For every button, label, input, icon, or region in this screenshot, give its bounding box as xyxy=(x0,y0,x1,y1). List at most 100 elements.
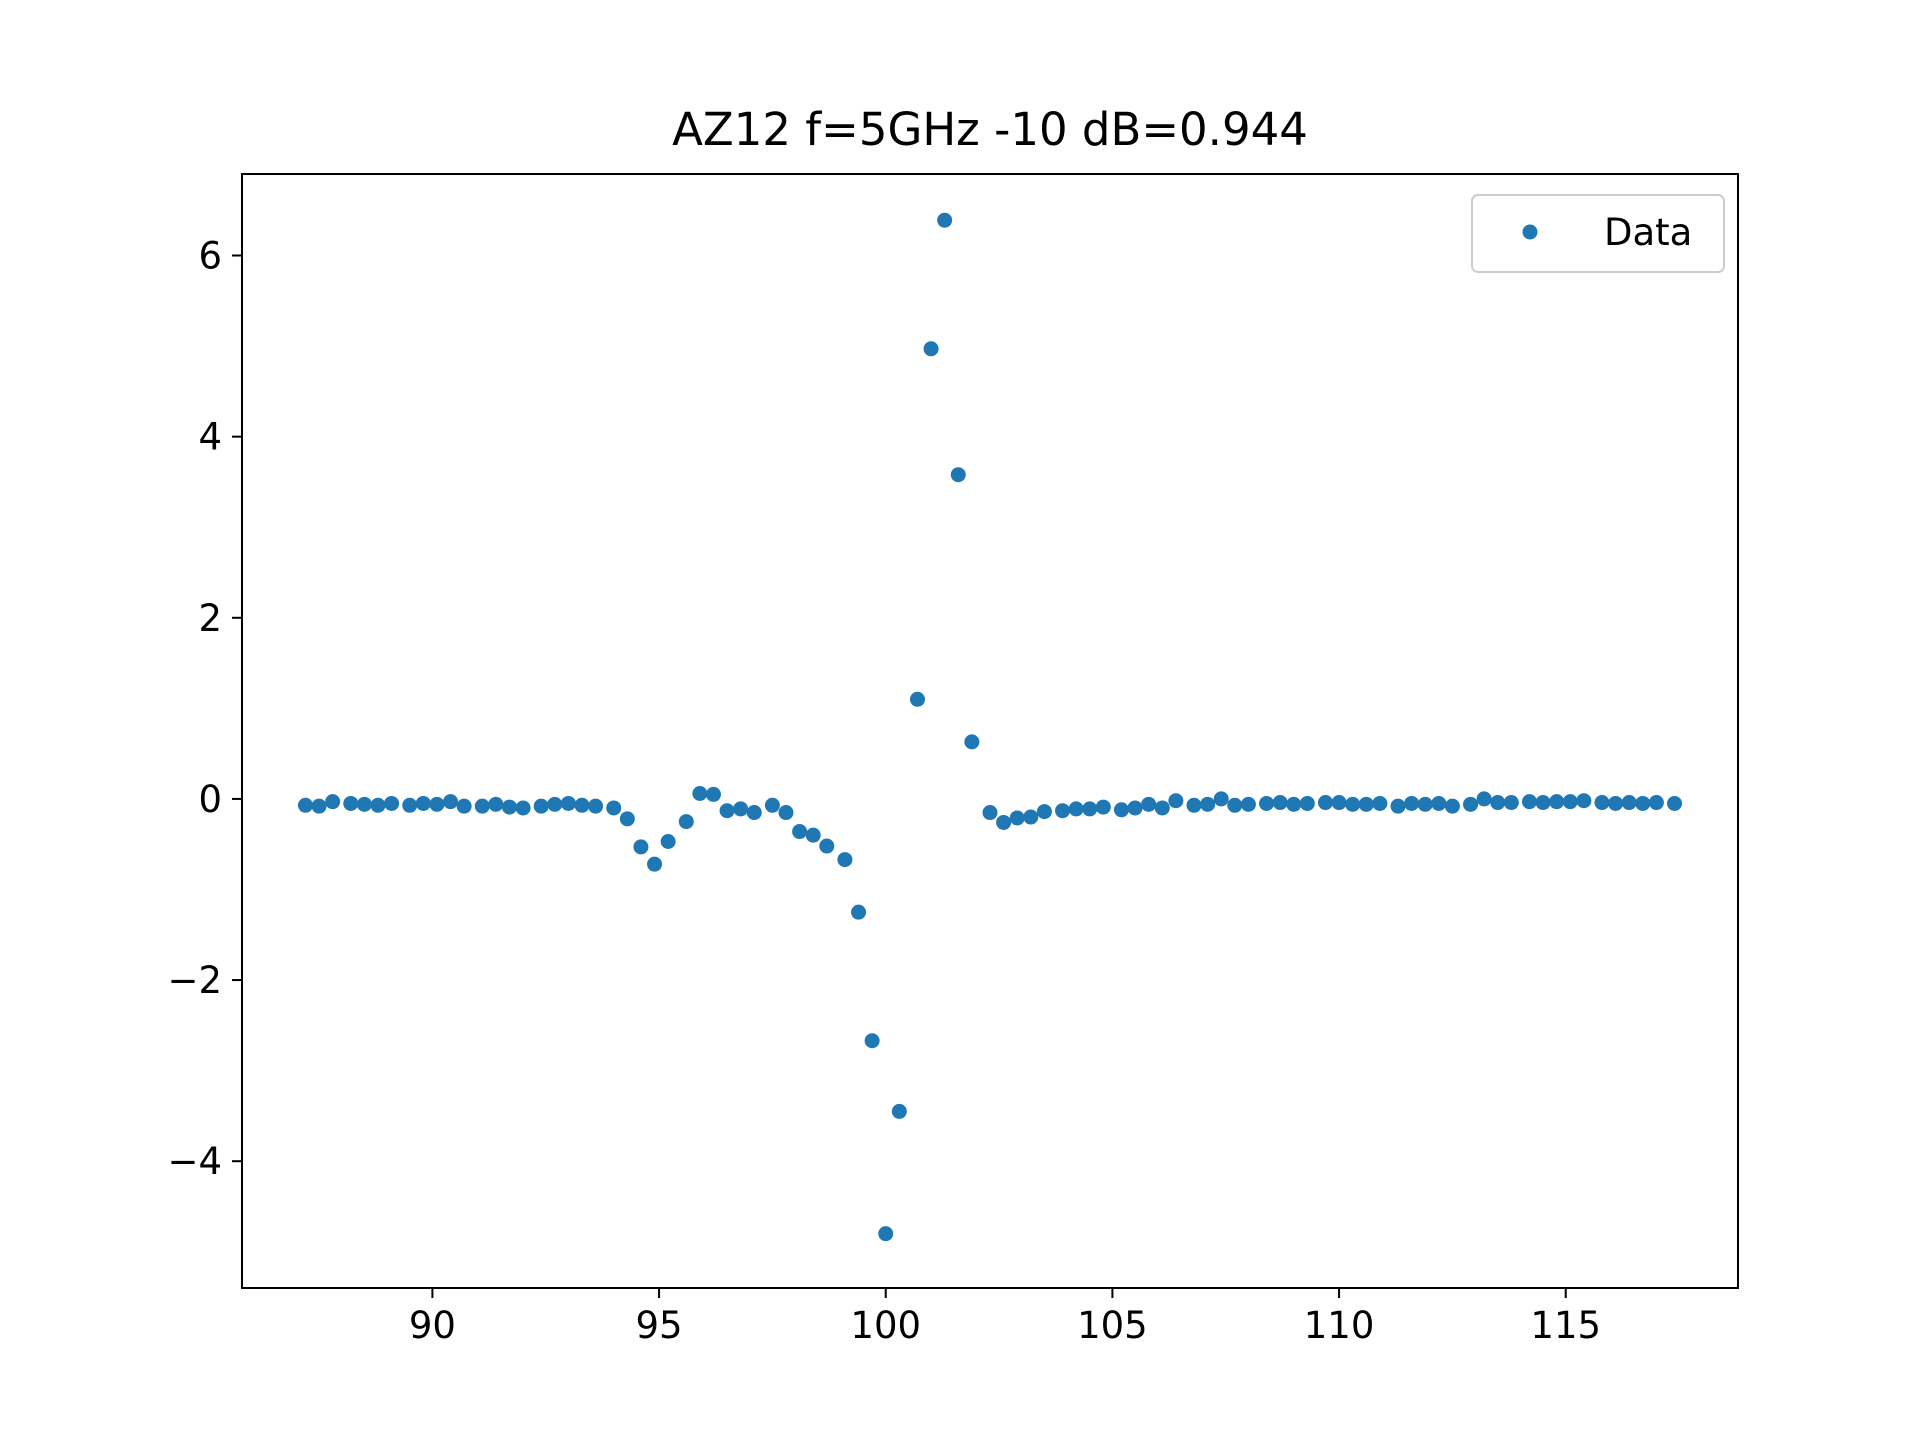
data-point xyxy=(1549,794,1565,810)
data-point xyxy=(996,814,1012,830)
data-point xyxy=(325,794,341,810)
data-point xyxy=(515,800,531,816)
legend-box xyxy=(1471,194,1725,273)
data-point xyxy=(792,824,808,840)
data-point xyxy=(733,801,749,817)
data-point xyxy=(1390,798,1406,814)
data-point xyxy=(474,798,490,814)
data-point xyxy=(1463,796,1479,812)
data-point xyxy=(1562,794,1578,810)
data-point xyxy=(606,800,622,816)
data-point xyxy=(1667,795,1683,811)
data-point xyxy=(1113,802,1129,818)
x-axis-ticks: 90 95 100 105 110 115 xyxy=(409,1288,1601,1347)
data-point xyxy=(456,798,472,814)
data-point xyxy=(1444,798,1460,814)
x-tick-label: 110 xyxy=(1304,1304,1375,1347)
data-point xyxy=(1286,796,1302,812)
data-point xyxy=(488,796,504,812)
y-tick-label: 6 xyxy=(198,235,222,278)
data-point xyxy=(1240,796,1256,812)
data-point xyxy=(1259,795,1275,811)
data-point xyxy=(1127,800,1143,816)
data-point xyxy=(370,797,386,813)
data-point xyxy=(1200,796,1216,812)
y-tick-label: 0 xyxy=(198,778,222,821)
data-point xyxy=(1154,800,1170,816)
data-point xyxy=(878,1226,894,1242)
x-tick-label: 90 xyxy=(409,1304,456,1347)
data-point xyxy=(660,833,676,849)
data-point xyxy=(1608,795,1624,811)
data-point xyxy=(692,785,708,801)
data-point xyxy=(1068,801,1084,817)
data-point xyxy=(384,795,400,811)
data-point xyxy=(909,691,925,707)
data-point xyxy=(864,1033,880,1049)
data-point xyxy=(1503,795,1519,811)
data-point xyxy=(356,796,372,812)
data-point xyxy=(429,796,445,812)
x-tick-label: 105 xyxy=(1077,1304,1148,1347)
data-point xyxy=(547,796,563,812)
data-point xyxy=(1009,810,1025,826)
data-point xyxy=(343,795,359,811)
x-tick-label: 115 xyxy=(1530,1304,1601,1347)
data-point xyxy=(819,838,835,854)
data-point xyxy=(311,798,327,814)
x-tick-label: 100 xyxy=(850,1304,921,1347)
data-point xyxy=(705,786,721,802)
data-point xyxy=(647,856,663,872)
data-point xyxy=(1576,793,1592,809)
data-point xyxy=(533,798,549,814)
data-point xyxy=(1404,795,1420,811)
data-point xyxy=(982,805,998,821)
plot-area-frame xyxy=(241,173,1739,1289)
data-point xyxy=(1431,795,1447,811)
data-point xyxy=(588,798,604,814)
y-tick-label: 4 xyxy=(198,416,222,459)
data-point xyxy=(1490,795,1506,811)
data-point xyxy=(443,794,459,810)
data-point xyxy=(1227,797,1243,813)
legend-label-data: Data xyxy=(1604,211,1692,254)
data-point xyxy=(1621,795,1637,811)
y-axis-ticks: −4 −2 0 2 4 6 xyxy=(167,235,242,1183)
data-point xyxy=(1141,796,1157,812)
data-point xyxy=(1023,809,1039,825)
data-point xyxy=(837,852,853,868)
data-point xyxy=(1521,794,1537,810)
data-point xyxy=(560,795,576,811)
legend-marker xyxy=(1522,224,1538,240)
chart-title: AZ12 f=5GHz -10 dB=0.944 xyxy=(672,103,1308,156)
data-point xyxy=(1036,804,1052,820)
data-point xyxy=(937,212,953,228)
data-point xyxy=(1594,795,1610,811)
legend: Data xyxy=(1471,194,1725,273)
data-point xyxy=(1272,795,1288,811)
data-point xyxy=(1168,793,1184,809)
data-point xyxy=(950,467,966,483)
data-point xyxy=(1095,799,1111,815)
data-point xyxy=(1372,795,1388,811)
y-tick-label: −4 xyxy=(167,1140,222,1183)
data-point xyxy=(719,803,735,819)
data-point xyxy=(1345,796,1361,812)
data-point xyxy=(1417,796,1433,812)
data-point xyxy=(1648,795,1664,811)
data-point xyxy=(1299,795,1315,811)
data-point xyxy=(574,797,590,813)
data-point xyxy=(1358,796,1374,812)
data-points xyxy=(297,212,1683,1242)
data-point xyxy=(805,827,821,843)
data-point xyxy=(1535,795,1551,811)
data-point xyxy=(1635,795,1651,811)
data-point xyxy=(923,341,939,357)
data-point xyxy=(1186,797,1202,813)
data-point xyxy=(1055,803,1071,819)
data-point xyxy=(746,805,762,821)
data-point xyxy=(1317,795,1333,811)
data-point xyxy=(964,734,980,750)
data-point xyxy=(1082,801,1098,817)
